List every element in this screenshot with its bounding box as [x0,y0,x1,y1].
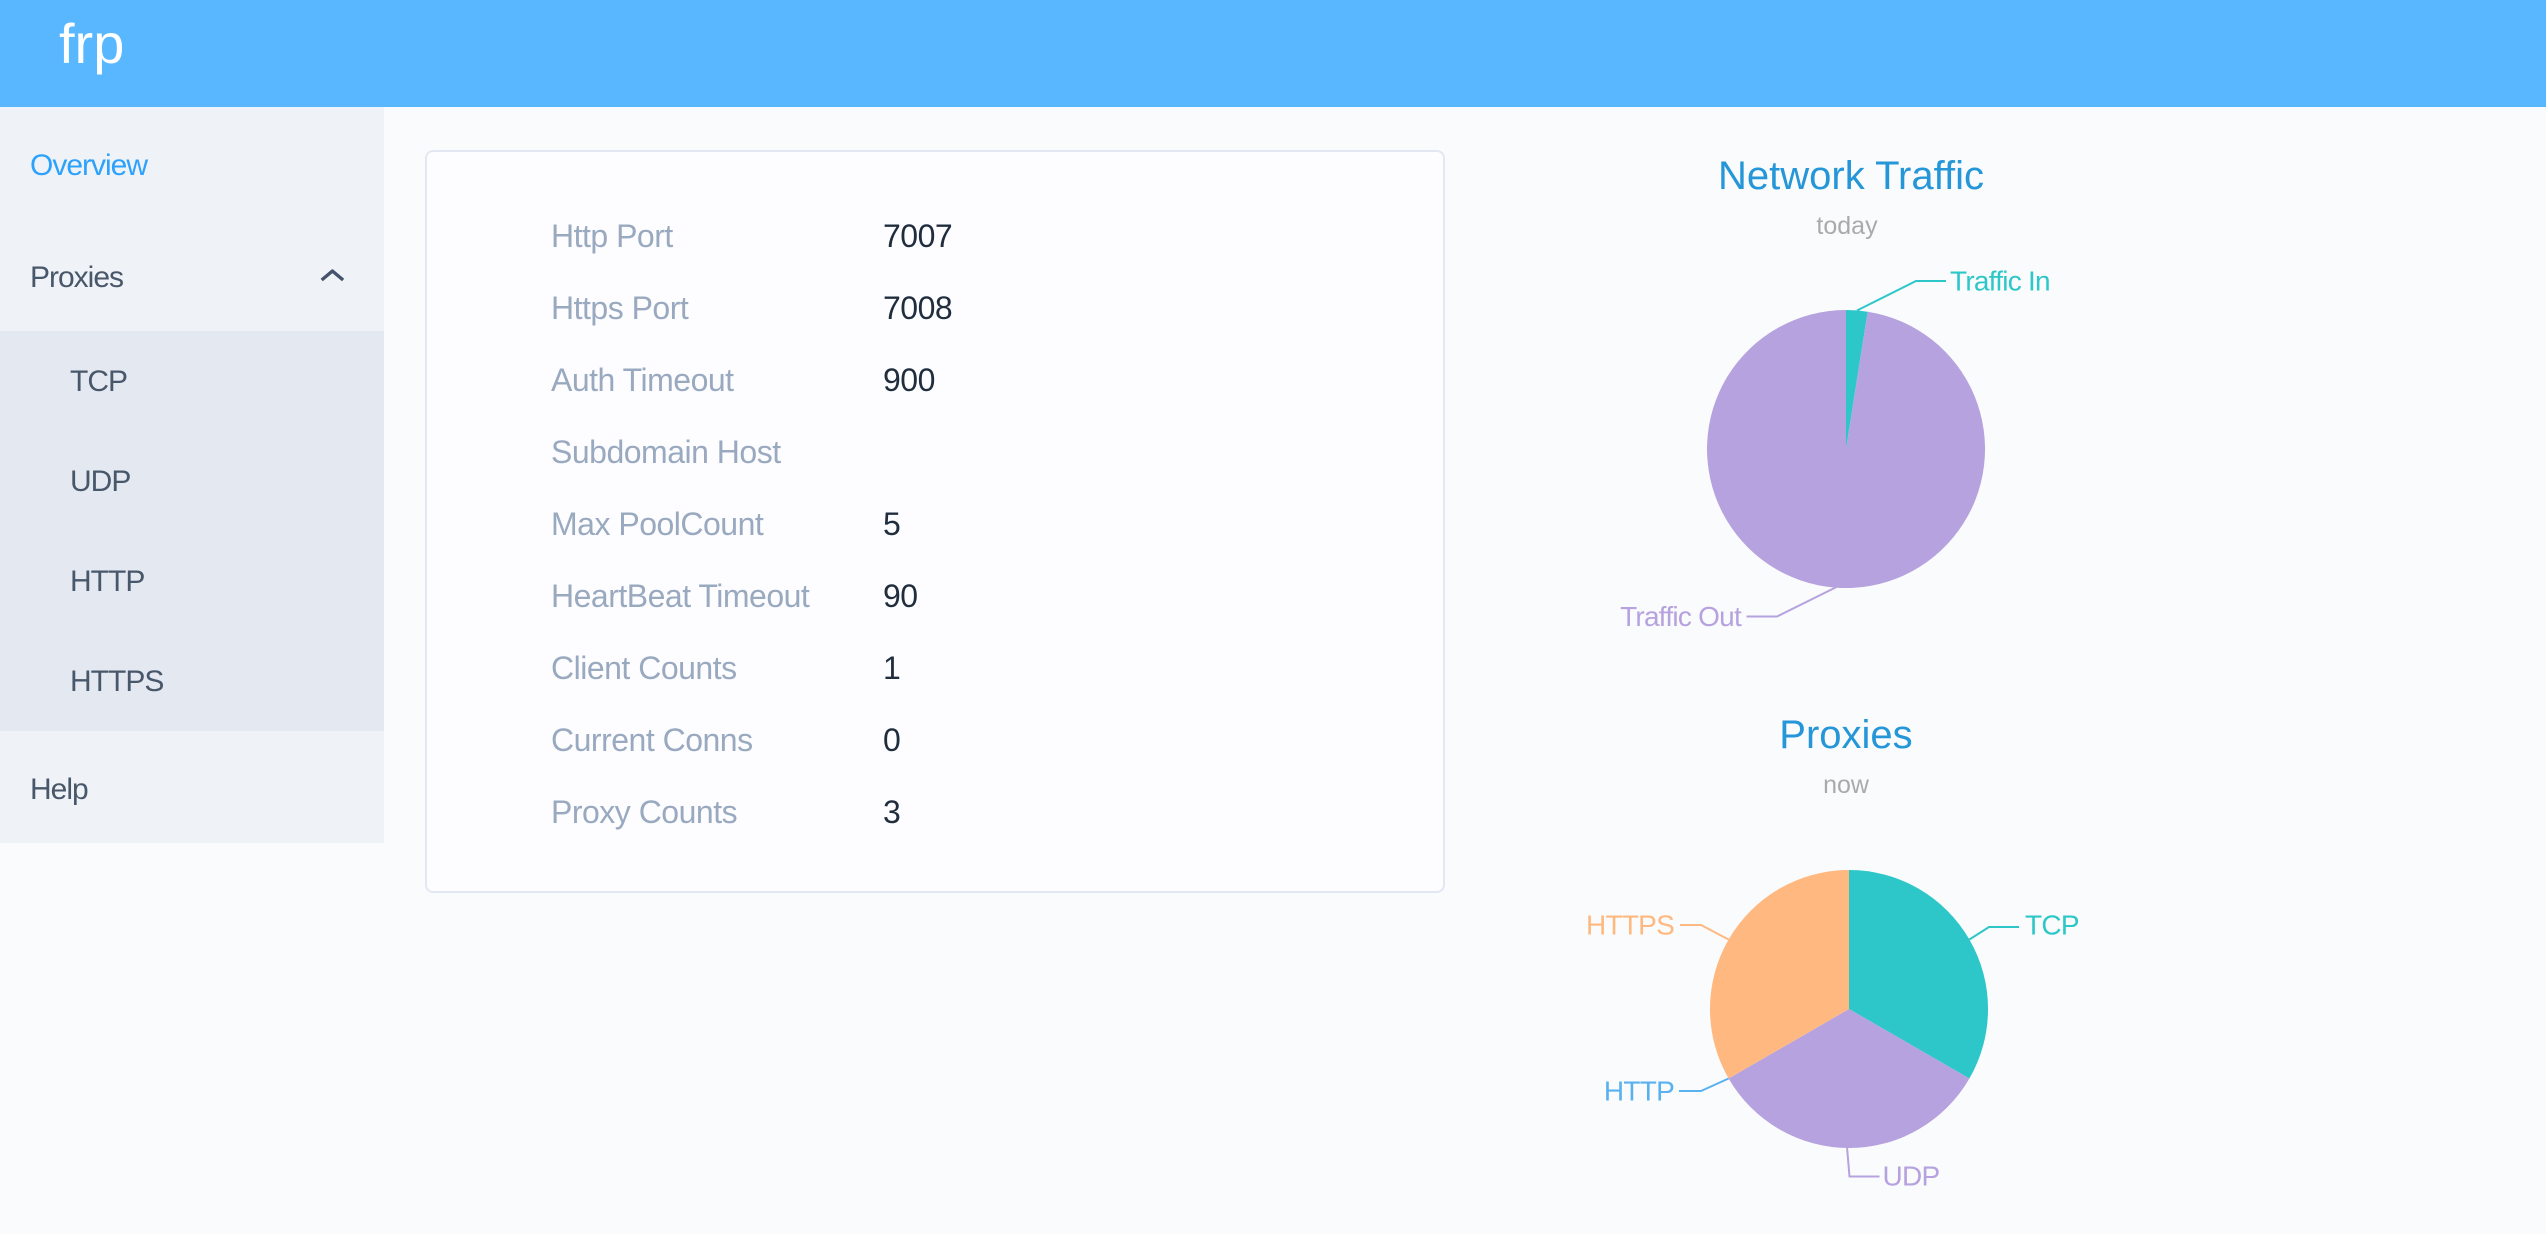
svg-text:TCP: TCP [2025,910,2079,941]
svg-text:now: now [1823,771,1870,799]
svg-text:UDP: UDP [1883,1161,1940,1192]
svg-text:HTTP: HTTP [1604,1076,1674,1107]
svg-text:Traffic Out: Traffic Out [1620,601,1742,632]
svg-text:HTTPS: HTTPS [1586,910,1674,941]
svg-text:Traffic In: Traffic In [1950,266,2050,297]
svg-text:Proxies: Proxies [1779,713,1912,757]
svg-text:today: today [1816,212,1878,240]
svg-text:Network Traffic: Network Traffic [1718,154,1984,198]
